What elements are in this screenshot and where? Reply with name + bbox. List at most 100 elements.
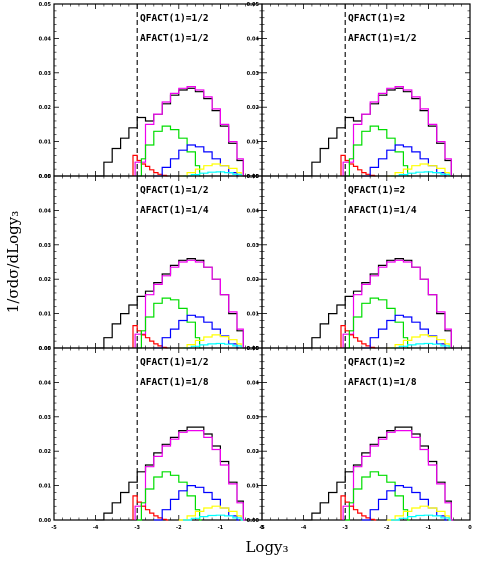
y-tick-label: 0.00: [39, 518, 52, 524]
y-tick-label: 0.01: [247, 140, 260, 146]
y-tick-label: 0.01: [39, 312, 52, 318]
series-green: [137, 471, 202, 521]
y-tick-label: 0.00: [247, 346, 260, 352]
x-tick-label: -5: [51, 525, 57, 531]
y-tick-label: 0.03: [247, 71, 260, 77]
y-tick-label: 0.00: [39, 174, 52, 180]
panel-frame: [261, 3, 471, 177]
series-cyan: [391, 171, 452, 177]
series-green: [345, 471, 410, 521]
y-tick-label: 0.01: [39, 140, 52, 146]
panel-1-1: 0.00 0.01 0.02 0.03 0.04 0.05 QFACT(1)=2 AFACT(…: [247, 174, 471, 352]
x-tick-label: -1: [426, 525, 432, 531]
panel-annotation-line: QFACT(1)=2: [348, 185, 405, 196]
x-tick-label: -3: [134, 525, 140, 531]
x-tick-label: -3: [342, 525, 348, 531]
x-tick-label: -2: [176, 525, 182, 531]
y-tick-label: 0.03: [247, 415, 260, 421]
y-tick-label: 0.04: [247, 208, 260, 214]
panel-0-0: 0.00 0.01 0.02 0.03 0.04 0.05 QFACT(1)=1/2 AFAC…: [39, 2, 263, 180]
x-tick-label: 0: [260, 525, 264, 531]
panel-grid: 0.00 0.01 0.02 0.03 0.04 0.05 QFACT(1)=1/2 AFAC…: [39, 2, 473, 531]
y-tick-label: 0.02: [247, 449, 260, 455]
y-tick-label: 0.01: [247, 312, 260, 318]
panel-frame: [261, 175, 471, 349]
y-tick-label: 0.02: [247, 277, 260, 283]
series-blue: [361, 314, 447, 349]
panel-annotation-line: AFACT(1)=1/8: [140, 377, 209, 388]
y-tick-label: 0.04: [247, 36, 260, 42]
series-magenta: [342, 430, 454, 521]
x-tick-label: -1: [218, 525, 224, 531]
y-tick-label: 0.04: [39, 208, 52, 214]
series-magenta: [134, 86, 246, 177]
y-tick-label: 0.05: [247, 346, 260, 352]
series-blue: [153, 314, 239, 349]
x-tick-label: -5: [259, 525, 265, 531]
series-yellow: [178, 334, 244, 349]
y-tick-label: 0.05: [39, 174, 52, 180]
series-cyan: [183, 171, 244, 177]
series-magenta: [342, 259, 454, 349]
x-tick-label: -4: [301, 525, 307, 531]
panel-2-0: -5 -4 -3 -2 -1 00.000.010.020.030.040.05QFACT…: [39, 346, 265, 531]
series-red: [132, 154, 169, 177]
series-cyan: [391, 342, 452, 349]
series-black: [95, 87, 246, 177]
series-yellow: [178, 163, 244, 177]
panel-annotation-line: QFACT(1)=1/2: [140, 185, 209, 196]
panel-annotation-line: AFACT(1)=1/2: [140, 33, 209, 44]
y-axis-title: 1/σdσ/dLogy₃: [4, 211, 22, 313]
series-cyan: [183, 342, 244, 349]
series-yellow: [178, 505, 244, 521]
y-tick-label: 0.01: [247, 484, 260, 490]
panel-annotation-line: AFACT(1)=1/4: [348, 205, 417, 216]
y-tick-label: 0.03: [39, 71, 52, 77]
y-tick-label: 0.02: [39, 449, 52, 455]
series-green: [345, 125, 410, 177]
y-tick-label: 0.04: [39, 380, 52, 386]
panel-1-0: 0.00 0.01 0.02 0.03 0.04 0.05 QFACT(1)=1/2 AFAC…: [39, 174, 263, 352]
panel-frame: [53, 175, 263, 349]
x-tick-label: -4: [93, 525, 99, 531]
x-axis-title: Logy₃: [245, 538, 288, 556]
series-blue: [153, 144, 239, 177]
x-tick-label: -2: [384, 525, 390, 531]
y-tick-label: 0.02: [39, 277, 52, 283]
y-tick-label: 0.03: [39, 415, 52, 421]
y-tick-label: 0.05: [39, 2, 52, 8]
series-blue: [361, 485, 447, 521]
series-black: [303, 87, 454, 177]
series-green: [137, 125, 202, 177]
panel-annotation-line: QFACT(1)=1/2: [140, 357, 209, 368]
y-tick-label: 0.04: [39, 36, 52, 42]
y-tick-label: 0.00: [247, 518, 260, 524]
series-magenta: [134, 259, 246, 349]
series-magenta: [134, 430, 246, 521]
y-tick-label: 0.05: [247, 174, 260, 180]
series-yellow: [386, 163, 452, 177]
panel-frame: [53, 3, 263, 177]
series-red: [340, 154, 377, 177]
series-red: [132, 495, 169, 521]
panel-annotation-line: QFACT(1)=2: [348, 357, 405, 368]
x-tick-label: 0: [468, 525, 472, 531]
series-cyan: [391, 514, 452, 521]
series-blue: [153, 485, 239, 521]
series-cyan: [183, 514, 244, 521]
series-green: [345, 297, 410, 349]
y-tick-label: 0.00: [39, 346, 52, 352]
panel-frame: [261, 347, 471, 521]
series-black: [303, 426, 454, 521]
y-tick-label: 0.00: [247, 174, 260, 180]
series-magenta: [342, 86, 454, 177]
y-tick-label: 0.05: [39, 346, 52, 352]
panel-annotation-line: QFACT(1)=1/2: [140, 13, 209, 24]
series-red: [132, 325, 169, 349]
y-tick-label: 0.03: [247, 243, 260, 249]
series-yellow: [386, 505, 452, 521]
series-red: [340, 325, 377, 349]
panel-0-1: 0.00 0.01 0.02 0.03 0.04 0.05 QFACT(1)=2 AFACT(…: [247, 2, 471, 180]
y-tick-label: 0.04: [247, 380, 260, 386]
